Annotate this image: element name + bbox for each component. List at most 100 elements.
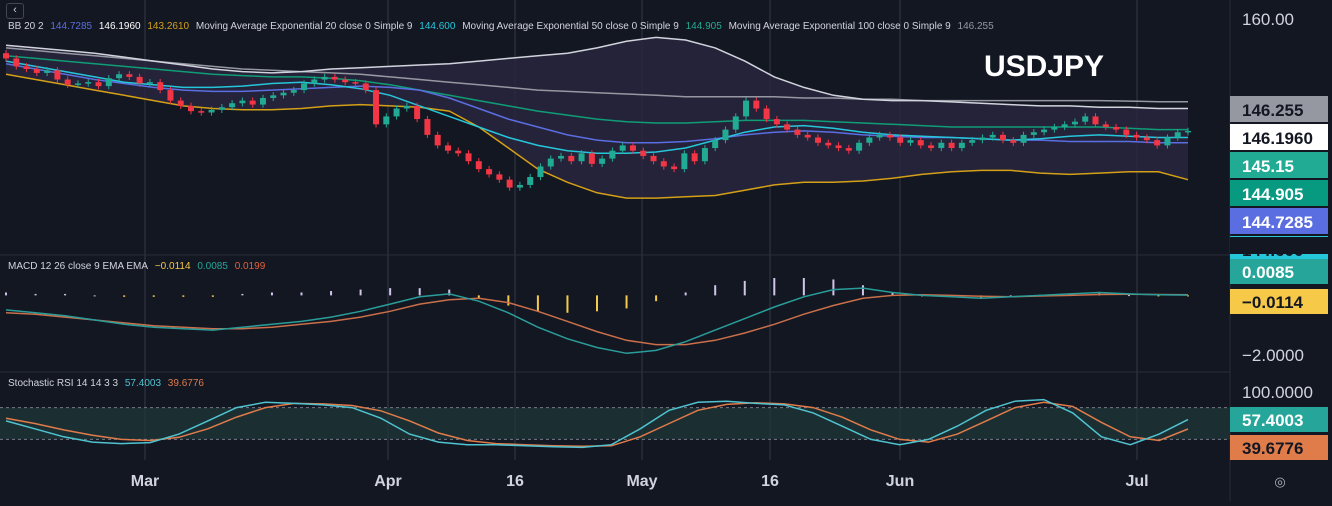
- macd-histogram-bar[interactable]: [359, 289, 362, 296]
- candle-body[interactable]: [331, 76, 338, 80]
- candle-body[interactable]: [547, 158, 554, 167]
- candle-body[interactable]: [917, 140, 924, 146]
- macd-histogram-bar[interactable]: [418, 288, 421, 296]
- candle-body[interactable]: [465, 153, 472, 162]
- macd-histogram-bar[interactable]: [1127, 295, 1130, 297]
- candle-body[interactable]: [1154, 140, 1161, 146]
- macd-histogram-bar[interactable]: [477, 295, 480, 299]
- candle-body[interactable]: [13, 58, 20, 67]
- candle-body[interactable]: [1174, 132, 1181, 138]
- candle-body[interactable]: [969, 140, 976, 143]
- candle-body[interactable]: [1020, 134, 1027, 143]
- candle-body[interactable]: [311, 79, 318, 84]
- macd-histogram-bar[interactable]: [330, 291, 333, 296]
- stoch-rsi-pane[interactable]: [0, 398, 1230, 449]
- candle-body[interactable]: [95, 82, 102, 87]
- candle-body[interactable]: [146, 82, 153, 84]
- candle-body[interactable]: [640, 150, 647, 156]
- macd-histogram-bar[interactable]: [861, 285, 864, 296]
- candle-body[interactable]: [198, 111, 205, 113]
- macd-histogram-bar[interactable]: [684, 292, 687, 296]
- candle-body[interactable]: [907, 140, 914, 143]
- macd-histogram-bar[interactable]: [152, 295, 155, 297]
- candle-body[interactable]: [989, 134, 996, 138]
- candle-body[interactable]: [691, 153, 698, 162]
- candle-body[interactable]: [177, 100, 184, 106]
- candle-body[interactable]: [105, 78, 112, 87]
- macd-histogram-bar[interactable]: [566, 295, 569, 313]
- candle-body[interactable]: [712, 140, 719, 149]
- bb-upper-line[interactable]: [5, 36, 1188, 110]
- macd-line[interactable]: [5, 287, 1189, 355]
- candle-body[interactable]: [773, 119, 780, 125]
- candle-body[interactable]: [701, 148, 708, 162]
- candle-body[interactable]: [619, 145, 626, 151]
- candle-body[interactable]: [218, 107, 225, 110]
- candle-body[interactable]: [1041, 129, 1048, 133]
- macd-signal-line[interactable]: [5, 293, 1189, 346]
- candle-body[interactable]: [188, 105, 195, 112]
- candle-body[interactable]: [845, 148, 852, 151]
- candle-body[interactable]: [1061, 124, 1068, 127]
- candle-body[interactable]: [23, 66, 30, 69]
- candle-body[interactable]: [33, 68, 40, 73]
- macd-histogram-bar[interactable]: [891, 292, 894, 296]
- candle-body[interactable]: [794, 129, 801, 135]
- candle-body[interactable]: [1113, 126, 1120, 130]
- candle-body[interactable]: [958, 142, 965, 149]
- macd-histogram-bar[interactable]: [182, 295, 185, 297]
- candle-body[interactable]: [753, 100, 760, 109]
- ema50-line[interactable]: [5, 55, 1188, 131]
- ema20-line[interactable]: [5, 60, 1188, 155]
- candle-body[interactable]: [1051, 126, 1058, 130]
- macd-histogram-bar[interactable]: [1157, 295, 1160, 297]
- ema100-line[interactable]: [5, 47, 1189, 103]
- candle-body[interactable]: [938, 142, 945, 149]
- candle-body[interactable]: [403, 105, 410, 109]
- macd-histogram-bar[interactable]: [802, 278, 805, 296]
- candle-body[interactable]: [1010, 140, 1017, 143]
- candle-body[interactable]: [352, 82, 359, 84]
- candle-body[interactable]: [239, 100, 246, 104]
- candle-body[interactable]: [270, 95, 277, 98]
- macd-histogram-bar[interactable]: [773, 278, 776, 296]
- candle-body[interactable]: [3, 53, 9, 59]
- candle-body[interactable]: [342, 79, 349, 83]
- candle-body[interactable]: [136, 76, 143, 84]
- macd-histogram-bar[interactable]: [1187, 295, 1189, 297]
- candle-body[interactable]: [609, 150, 616, 159]
- candle-body[interactable]: [1092, 116, 1099, 125]
- macd-histogram-bar[interactable]: [832, 279, 835, 296]
- macd-histogram-bar[interactable]: [64, 293, 67, 296]
- candle-body[interactable]: [527, 177, 534, 185]
- candle-body[interactable]: [486, 169, 493, 175]
- macd-histogram-bar[interactable]: [448, 289, 451, 296]
- stoch-k-line[interactable]: [5, 398, 1189, 449]
- candle-body[interactable]: [280, 92, 287, 96]
- candle-body[interactable]: [886, 134, 893, 138]
- candle-body[interactable]: [866, 137, 873, 143]
- candle-body[interactable]: [373, 90, 380, 125]
- macd-histogram-bar[interactable]: [655, 295, 658, 302]
- macd-histogram-bar[interactable]: [123, 295, 126, 297]
- candle-body[interactable]: [1164, 137, 1171, 146]
- candle-body[interactable]: [856, 142, 863, 151]
- macd-histogram-bar[interactable]: [34, 293, 37, 296]
- candle-body[interactable]: [290, 90, 297, 93]
- candle-body[interactable]: [157, 82, 164, 91]
- candle-body[interactable]: [85, 82, 92, 84]
- price-pane[interactable]: [3, 36, 1191, 199]
- macd-histogram-bar[interactable]: [1009, 295, 1012, 297]
- candle-body[interactable]: [208, 109, 215, 113]
- candle-body[interactable]: [599, 158, 606, 164]
- candle-body[interactable]: [876, 134, 883, 138]
- candle-body[interactable]: [393, 108, 400, 117]
- candle-body[interactable]: [629, 145, 636, 151]
- candle-body[interactable]: [743, 100, 750, 117]
- collapse-legend-button[interactable]: ‹: [6, 3, 24, 19]
- candle-body[interactable]: [506, 179, 513, 188]
- candle-body[interactable]: [979, 137, 986, 141]
- candle-body[interactable]: [784, 124, 791, 130]
- candle-body[interactable]: [249, 100, 256, 105]
